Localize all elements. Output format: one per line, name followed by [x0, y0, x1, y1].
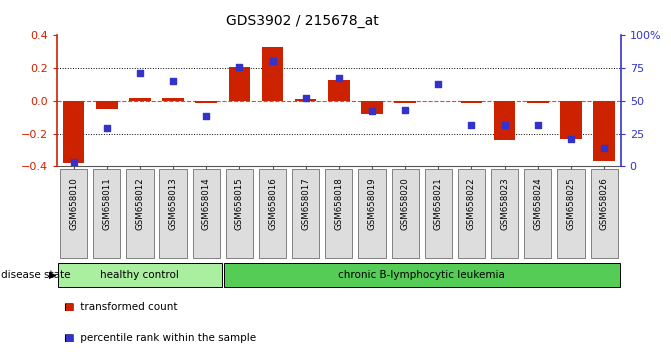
Text: GSM658020: GSM658020 [401, 178, 410, 230]
Point [532, 122, 543, 127]
Text: GSM658026: GSM658026 [600, 178, 609, 230]
Point [68, 159, 79, 165]
Point [599, 145, 609, 150]
FancyBboxPatch shape [193, 169, 220, 258]
Point [267, 58, 278, 64]
Bar [328, 80, 350, 101]
FancyBboxPatch shape [524, 169, 552, 258]
Point [135, 70, 146, 76]
Bar [262, 47, 283, 101]
FancyBboxPatch shape [425, 169, 452, 258]
Bar [461, 101, 482, 103]
Bar [494, 101, 515, 140]
FancyBboxPatch shape [590, 169, 618, 258]
Bar [295, 99, 317, 101]
FancyBboxPatch shape [259, 169, 286, 258]
Text: ■: ■ [64, 333, 74, 343]
Bar [361, 101, 382, 114]
Point [101, 125, 112, 131]
Point [366, 108, 377, 114]
Bar [195, 101, 217, 103]
Text: GSM658025: GSM658025 [566, 178, 576, 230]
Text: GSM658022: GSM658022 [467, 178, 476, 230]
Point [566, 136, 576, 141]
Bar [395, 101, 416, 103]
FancyBboxPatch shape [325, 169, 352, 258]
Text: healthy control: healthy control [101, 270, 179, 280]
Text: GSM658018: GSM658018 [334, 178, 344, 230]
Point [433, 81, 444, 86]
Point [201, 113, 211, 119]
FancyBboxPatch shape [358, 169, 386, 258]
Point [333, 75, 344, 81]
Text: GSM658014: GSM658014 [202, 178, 211, 230]
Text: GSM658015: GSM658015 [235, 178, 244, 230]
FancyBboxPatch shape [93, 169, 120, 258]
Text: GSM658013: GSM658013 [168, 178, 178, 230]
Bar [229, 67, 250, 101]
Bar [96, 101, 117, 109]
Text: disease state: disease state [1, 270, 71, 280]
Text: GSM658023: GSM658023 [500, 178, 509, 230]
Text: ■  transformed count: ■ transformed count [64, 302, 177, 312]
FancyBboxPatch shape [491, 169, 518, 258]
Point [466, 122, 477, 127]
Text: GSM658017: GSM658017 [301, 178, 310, 230]
Bar [593, 101, 615, 161]
FancyBboxPatch shape [226, 169, 253, 258]
Point [400, 107, 411, 113]
Bar [63, 101, 85, 163]
FancyBboxPatch shape [292, 169, 319, 258]
Text: GDS3902 / 215678_at: GDS3902 / 215678_at [225, 14, 378, 28]
Bar [162, 98, 184, 101]
Text: GSM658012: GSM658012 [136, 178, 144, 230]
FancyBboxPatch shape [224, 263, 620, 287]
Text: chronic B-lymphocytic leukemia: chronic B-lymphocytic leukemia [338, 270, 505, 280]
FancyBboxPatch shape [126, 169, 154, 258]
Text: ▶: ▶ [49, 270, 56, 280]
Text: GSM658011: GSM658011 [102, 178, 111, 230]
Text: GSM658016: GSM658016 [268, 178, 277, 230]
Point [301, 95, 311, 101]
Text: ■: ■ [64, 302, 74, 312]
FancyBboxPatch shape [60, 169, 87, 258]
FancyBboxPatch shape [160, 169, 187, 258]
Text: GSM658024: GSM658024 [533, 178, 542, 230]
FancyBboxPatch shape [58, 263, 222, 287]
Bar [560, 101, 582, 138]
Text: GSM658019: GSM658019 [368, 178, 376, 230]
Text: GSM658021: GSM658021 [434, 178, 443, 230]
Point [499, 122, 510, 127]
Text: GSM658010: GSM658010 [69, 178, 78, 230]
FancyBboxPatch shape [458, 169, 485, 258]
Point [234, 64, 245, 70]
FancyBboxPatch shape [558, 169, 584, 258]
Bar [129, 98, 151, 101]
Bar [527, 101, 549, 103]
Text: ■  percentile rank within the sample: ■ percentile rank within the sample [64, 333, 256, 343]
Point [168, 79, 178, 84]
FancyBboxPatch shape [392, 169, 419, 258]
